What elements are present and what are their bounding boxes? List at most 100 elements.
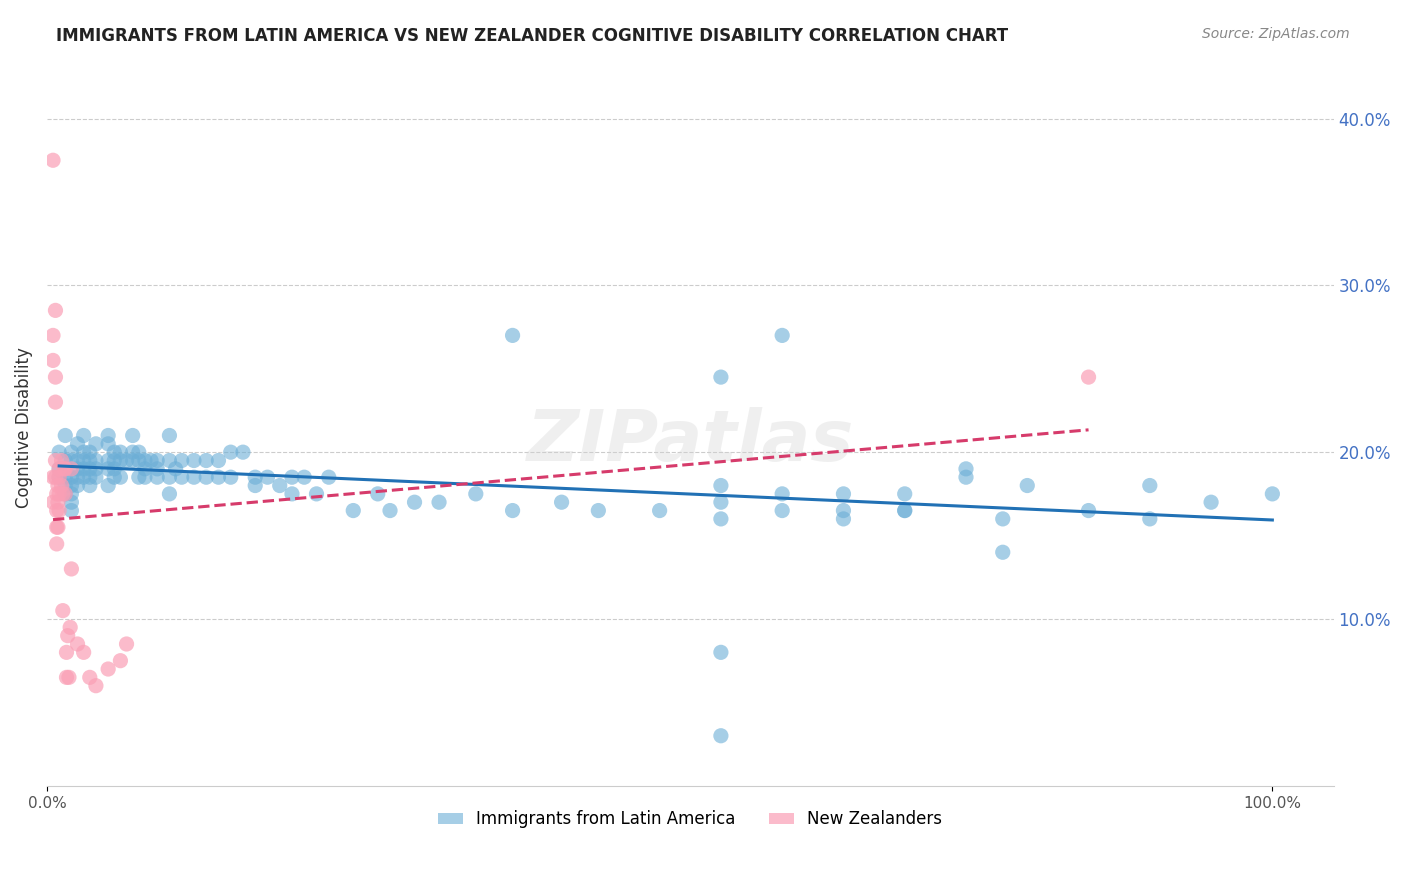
Legend: Immigrants from Latin America, New Zealanders: Immigrants from Latin America, New Zeala… <box>432 804 949 835</box>
Point <box>84 679 107 693</box>
Point <box>367 487 389 501</box>
Point <box>66 462 89 476</box>
Point <box>146 453 169 467</box>
Point <box>60 453 83 467</box>
Point <box>48 445 70 459</box>
Point <box>53 462 76 476</box>
Point <box>219 445 242 459</box>
Point <box>58 670 80 684</box>
Point <box>52 604 75 618</box>
Point <box>464 487 486 501</box>
Point <box>72 453 94 467</box>
Point <box>318 470 340 484</box>
Text: Source: ZipAtlas.com: Source: ZipAtlas.com <box>1202 27 1350 41</box>
Point <box>42 328 65 343</box>
Point <box>97 662 120 676</box>
Point <box>53 453 76 467</box>
Point <box>165 462 187 476</box>
Point <box>404 495 426 509</box>
Point <box>97 428 120 442</box>
Point <box>159 453 181 467</box>
Point <box>502 503 524 517</box>
Point <box>245 470 267 484</box>
Point <box>45 487 67 501</box>
Point <box>53 462 76 476</box>
Point <box>44 303 66 318</box>
Point <box>103 453 125 467</box>
Point <box>79 670 101 684</box>
Point <box>710 645 733 659</box>
Point <box>1077 370 1099 384</box>
Point <box>103 470 125 484</box>
Point <box>42 470 65 484</box>
Point <box>710 729 733 743</box>
Point <box>128 453 150 467</box>
Point <box>72 470 94 484</box>
Point <box>219 470 242 484</box>
Point <box>97 478 120 492</box>
Point <box>66 478 89 492</box>
Point <box>46 478 69 492</box>
Point <box>121 445 143 459</box>
Point <box>103 462 125 476</box>
Point <box>56 629 79 643</box>
Point <box>60 503 83 517</box>
Point <box>115 453 138 467</box>
Point <box>79 445 101 459</box>
Point <box>66 637 89 651</box>
Point <box>770 503 793 517</box>
Point <box>710 495 733 509</box>
Point <box>72 445 94 459</box>
Point <box>832 512 855 526</box>
Point <box>893 503 915 517</box>
Point <box>110 445 132 459</box>
Point <box>110 654 132 668</box>
Point <box>72 462 94 476</box>
Point <box>66 437 89 451</box>
Point <box>1139 512 1161 526</box>
Point <box>1199 495 1222 509</box>
Point <box>159 428 181 442</box>
Point <box>195 470 218 484</box>
Point <box>1261 487 1284 501</box>
Point <box>60 462 83 476</box>
Point <box>305 487 328 501</box>
Point <box>51 453 73 467</box>
Point <box>60 562 83 576</box>
Point <box>281 487 304 501</box>
Point <box>51 478 73 492</box>
Point <box>45 503 67 517</box>
Point <box>281 470 304 484</box>
Point <box>146 462 169 476</box>
Point <box>134 462 156 476</box>
Point <box>110 470 132 484</box>
Point <box>128 470 150 484</box>
Point <box>79 453 101 467</box>
Point <box>42 353 65 368</box>
Point <box>84 462 107 476</box>
Point <box>955 462 977 476</box>
Point <box>146 470 169 484</box>
Y-axis label: Cognitive Disability: Cognitive Disability <box>15 347 32 508</box>
Point <box>1139 478 1161 492</box>
Text: ZIPatlas: ZIPatlas <box>527 407 853 476</box>
Point <box>269 478 291 492</box>
Point <box>648 503 671 517</box>
Point <box>97 437 120 451</box>
Point <box>53 487 76 501</box>
Point <box>232 445 254 459</box>
Point <box>45 537 67 551</box>
Point <box>60 445 83 459</box>
Point <box>48 462 70 476</box>
Point <box>52 487 75 501</box>
Point <box>97 462 120 476</box>
Point <box>1077 503 1099 517</box>
Point <box>139 453 162 467</box>
Point <box>893 503 915 517</box>
Point <box>72 645 94 659</box>
Point <box>893 487 915 501</box>
Point <box>53 478 76 492</box>
Point <box>427 495 450 509</box>
Point <box>48 503 70 517</box>
Point <box>256 470 278 484</box>
